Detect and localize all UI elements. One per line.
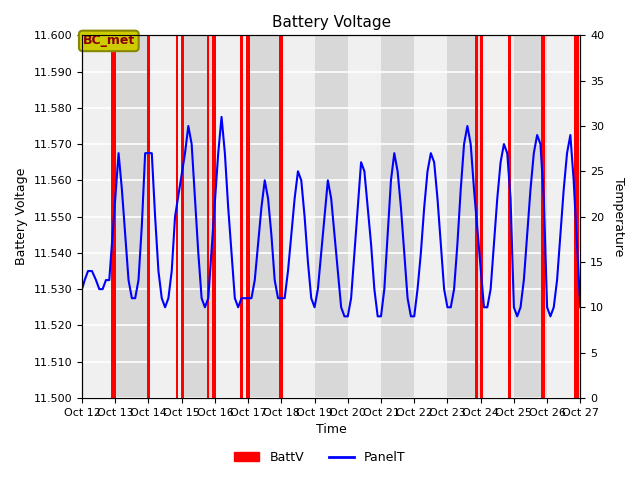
Bar [147,36,150,398]
Text: BC_met: BC_met [83,35,135,48]
Bar [541,36,545,398]
Bar [315,36,348,398]
Bar [475,36,478,398]
Bar [115,36,148,398]
Bar [241,36,243,398]
Bar [580,36,614,398]
Bar [207,36,209,398]
X-axis label: Time: Time [316,423,346,436]
Bar [212,36,216,398]
Bar [447,36,481,398]
Bar [176,36,178,398]
Bar [182,36,215,398]
Bar [514,36,547,398]
Bar [381,36,414,398]
Bar [111,36,116,398]
Bar [480,36,483,398]
Legend: BattV, PanelT: BattV, PanelT [229,446,411,469]
Bar [248,36,282,398]
Bar [508,36,511,398]
Title: Battery Voltage: Battery Voltage [271,15,391,30]
Bar [246,36,250,398]
Y-axis label: Battery Voltage: Battery Voltage [15,168,28,265]
Bar [574,36,579,398]
Bar [180,36,184,398]
Y-axis label: Temperature: Temperature [612,177,625,256]
Bar [278,36,283,398]
